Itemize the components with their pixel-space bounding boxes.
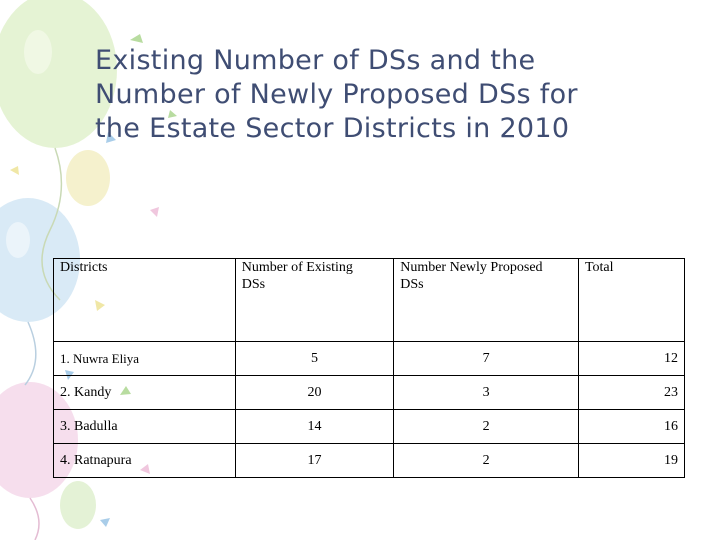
table-row: 1. Nuwra Eliya 5 7 12 (53, 341, 686, 376)
proposed-dss-value: 3 (393, 375, 579, 410)
total-value: 12 (577, 341, 686, 376)
existing-dss-value: 17 (234, 443, 395, 478)
proposed-dss-value: 2 (393, 443, 579, 478)
table-row: 2. Kandy 20 3 23 (53, 375, 686, 410)
small-yellow-balloon (66, 150, 110, 206)
total-value: 23 (577, 375, 686, 410)
balloon-string (24, 321, 37, 386)
balloon-string (41, 147, 63, 301)
districts-table: Districts Number of Existing DSs Number … (53, 258, 686, 478)
district-name: 1. Nuwra Eliya (53, 341, 236, 376)
confetti (168, 110, 177, 118)
confetti (106, 132, 116, 143)
district-name: 3. Badulla (53, 409, 236, 444)
header-districts: Districts (53, 258, 236, 342)
table-header-row: Districts Number of Existing DSs Number … (53, 258, 686, 342)
slide-title: Existing Number of DSs and the Number of… (95, 45, 578, 144)
proposed-dss-value: 2 (393, 409, 579, 444)
district-name: 4. Ratnapura (53, 443, 236, 478)
confetti (100, 518, 110, 527)
table-row: 3. Badulla 14 2 16 (53, 409, 686, 444)
existing-dss-value: 5 (234, 341, 395, 376)
confetti (130, 34, 143, 43)
small-green-balloon (60, 481, 96, 529)
header-total: Total (577, 258, 686, 342)
total-value: 16 (577, 409, 686, 444)
header-existing-dss: Number of Existing DSs (234, 258, 395, 342)
proposed-dss-value: 7 (393, 341, 579, 376)
header-newly-proposed-dss: Number Newly Proposed DSs (393, 258, 579, 342)
balloon-string (29, 497, 40, 540)
existing-dss-value: 14 (234, 409, 395, 444)
existing-dss-value: 20 (234, 375, 395, 410)
blue-balloon-highlight (6, 222, 30, 258)
total-value: 19 (577, 443, 686, 478)
green-balloon-highlight (24, 30, 52, 74)
confetti (150, 207, 159, 217)
district-name: 2. Kandy (53, 375, 236, 410)
confetti (10, 166, 19, 175)
table-row: 4. Ratnapura 17 2 19 (53, 443, 686, 478)
